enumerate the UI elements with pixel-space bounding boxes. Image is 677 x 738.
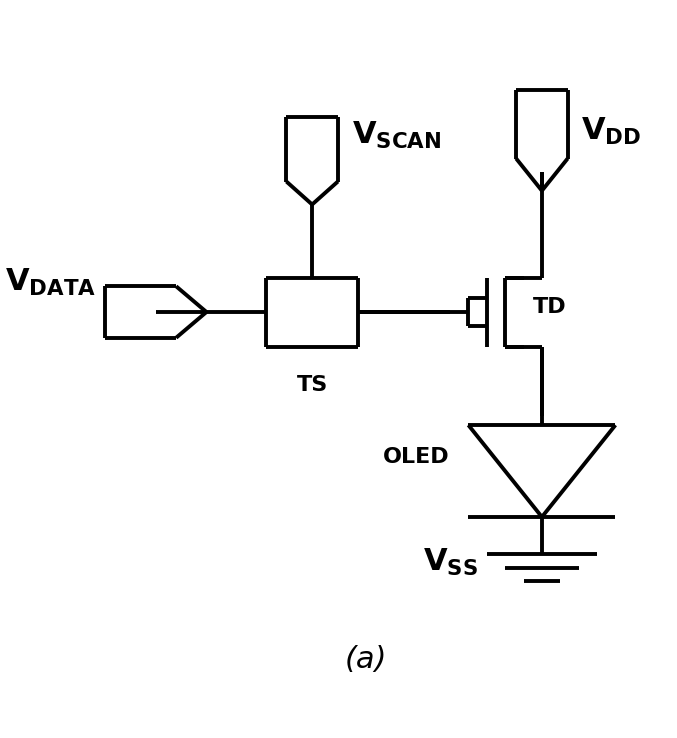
Text: (a): (a)	[344, 645, 387, 674]
Text: $\mathbf{V_{SS}}$: $\mathbf{V_{SS}}$	[422, 548, 477, 579]
Text: OLED: OLED	[383, 447, 450, 467]
Text: TS: TS	[297, 374, 328, 395]
Text: TD: TD	[533, 297, 567, 317]
Text: $\mathbf{V_{DD}}$: $\mathbf{V_{DD}}$	[582, 115, 642, 147]
Text: $\mathbf{V_{DATA}}$: $\mathbf{V_{DATA}}$	[5, 267, 96, 298]
Text: $\mathbf{V_{SCAN}}$: $\mathbf{V_{SCAN}}$	[351, 120, 441, 151]
